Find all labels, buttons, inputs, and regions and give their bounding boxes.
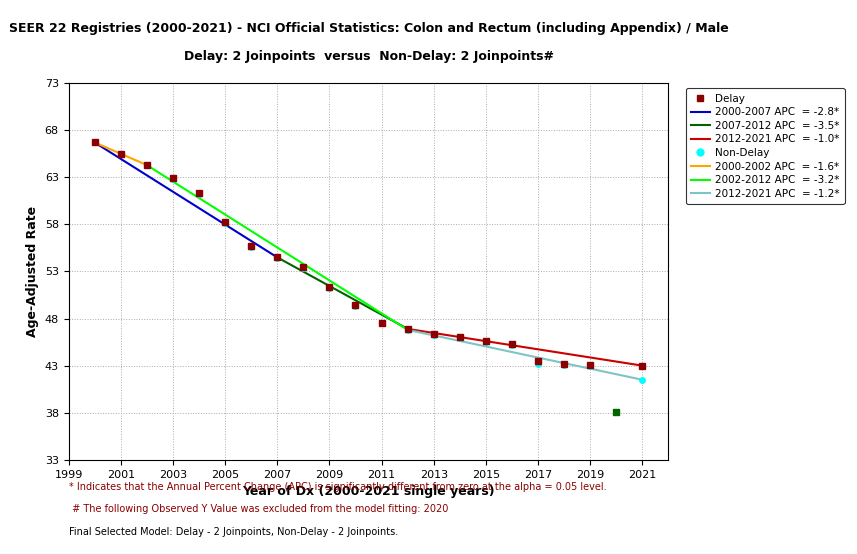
Text: Delay: 2 Joinpoints  versus  Non-Delay: 2 Joinpoints#: Delay: 2 Joinpoints versus Non-Delay: 2 … (183, 50, 554, 63)
Text: SEER 22 Registries (2000-2021) - NCI Official Statistics: Colon and Rectum (incl: SEER 22 Registries (2000-2021) - NCI Off… (9, 22, 728, 35)
Y-axis label: Age-Adjusted Rate: Age-Adjusted Rate (26, 206, 39, 337)
Text: Final Selected Model: Delay - 2 Joinpoints, Non-Delay - 2 Joinpoints.: Final Selected Model: Delay - 2 Joinpoin… (69, 527, 398, 537)
Text: # The following Observed Y Value was excluded from the model fitting: 2020: # The following Observed Y Value was exc… (69, 505, 448, 515)
Text: * Indicates that the Annual Percent Change (APC) is significantly different from: * Indicates that the Annual Percent Chan… (69, 483, 606, 493)
X-axis label: Year of Dx (2000-2021 single years): Year of Dx (2000-2021 single years) (243, 485, 494, 498)
Legend: Delay, 2000-2007 APC  = -2.8*, 2007-2012 APC  = -3.5*, 2012-2021 APC  = -1.0*, N: Delay, 2000-2007 APC = -2.8*, 2007-2012 … (686, 88, 844, 204)
